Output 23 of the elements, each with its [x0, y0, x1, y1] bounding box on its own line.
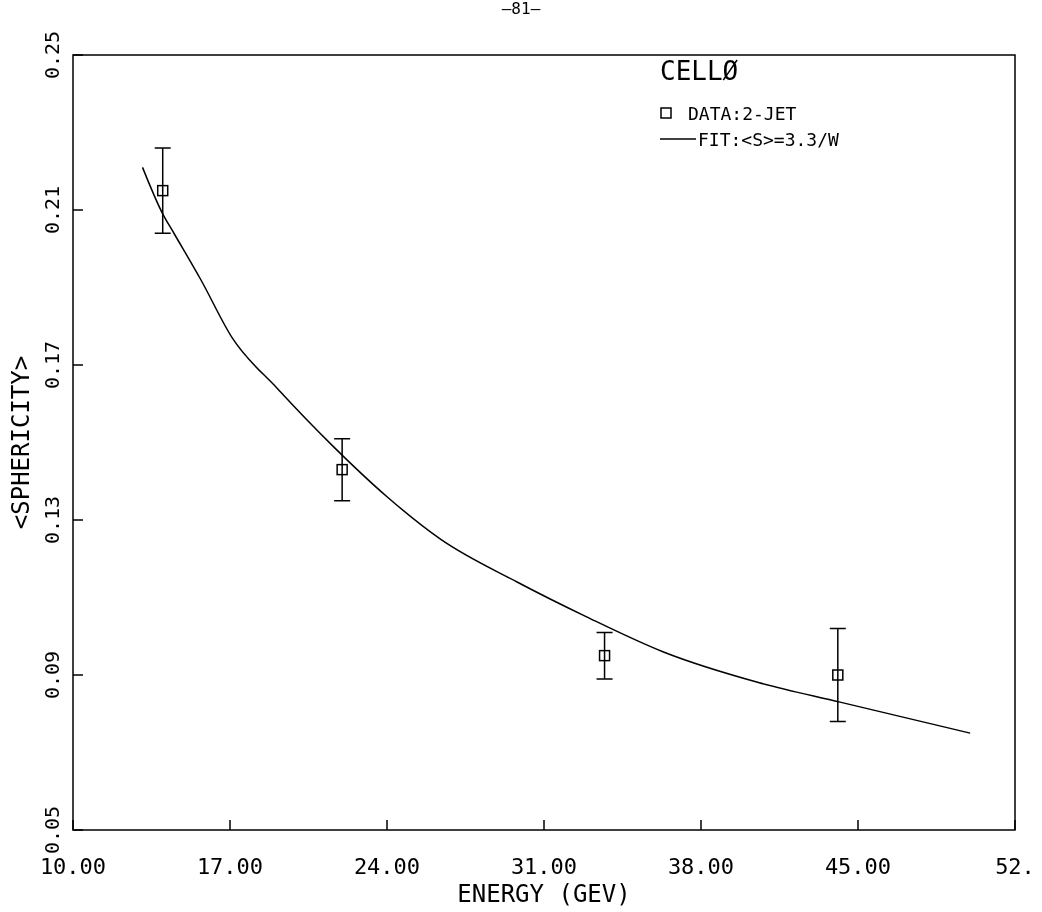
x-tick-label: 52.	[995, 854, 1035, 879]
x-tick-label: 10.00	[39, 854, 107, 879]
x-tick-label: 24.00	[353, 854, 421, 879]
legend-label: DATA:2-JET	[688, 103, 797, 124]
point	[598, 649, 611, 662]
legend-title: CELLØ	[660, 56, 739, 86]
y-tick-label: 0.21	[40, 185, 64, 235]
y-tick-label: 0.09	[40, 650, 64, 700]
point	[832, 669, 844, 681]
point	[336, 463, 348, 476]
legend-label: FIT:<S>=3.3/W	[698, 129, 840, 150]
y-axis-title: <SPHERICITY>	[7, 355, 35, 530]
x-axis-title: ENERGY (GEV)	[457, 880, 631, 908]
text: —81—	[501, 0, 541, 18]
x-tick-label: 45.00	[824, 854, 892, 879]
y-tick-label: 0.17	[40, 340, 64, 390]
y-tick-label: 0.05	[40, 805, 64, 855]
x-tick-label: 38.00	[667, 854, 735, 879]
point	[156, 184, 169, 197]
x-tick-label: 17.00	[196, 854, 264, 879]
x-tick-label: 31.00	[510, 854, 578, 879]
y-tick-label: 0.13	[40, 495, 64, 545]
y-tick-label: 0.25	[40, 30, 64, 80]
